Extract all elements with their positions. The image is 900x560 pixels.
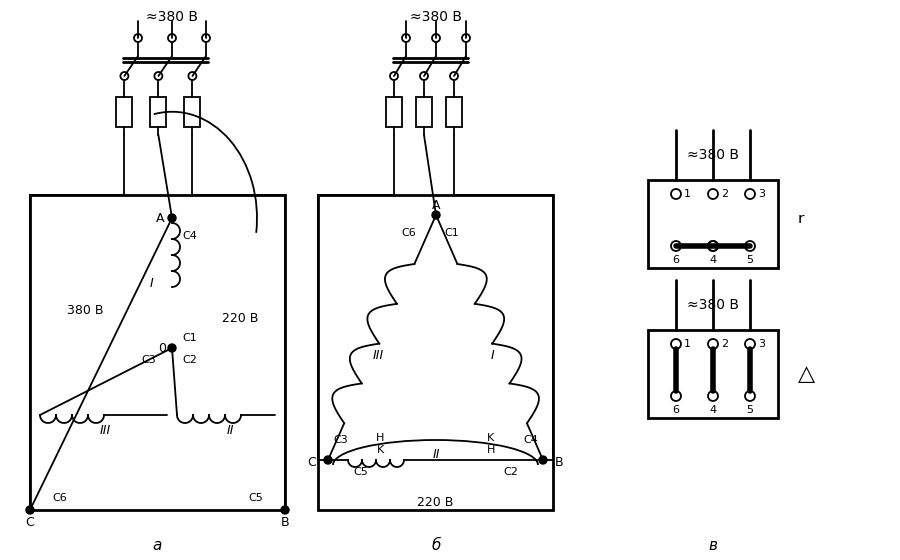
Text: C4: C4 bbox=[523, 435, 538, 445]
Text: ≈380 В: ≈380 В bbox=[146, 10, 198, 24]
Bar bbox=[648, 180, 778, 268]
Text: C3: C3 bbox=[333, 435, 347, 445]
Text: 4: 4 bbox=[709, 405, 716, 415]
Circle shape bbox=[26, 506, 34, 514]
Text: 3: 3 bbox=[758, 189, 765, 199]
Text: C6: C6 bbox=[52, 493, 67, 503]
Text: 0: 0 bbox=[158, 342, 166, 354]
Text: 2: 2 bbox=[721, 339, 728, 349]
Text: 380 В: 380 В bbox=[67, 304, 104, 316]
Bar bbox=[318, 195, 553, 510]
Text: 220 В: 220 В bbox=[418, 496, 454, 508]
Text: I: I bbox=[150, 277, 154, 290]
Text: K: K bbox=[376, 445, 383, 455]
Text: III: III bbox=[373, 348, 383, 362]
Text: C2: C2 bbox=[503, 467, 518, 477]
Circle shape bbox=[432, 211, 440, 219]
Text: 2: 2 bbox=[721, 189, 728, 199]
Text: ʳ: ʳ bbox=[798, 212, 805, 236]
Text: C5: C5 bbox=[248, 493, 263, 503]
Text: C4: C4 bbox=[182, 231, 197, 241]
Bar bbox=[648, 330, 778, 418]
Text: A: A bbox=[432, 198, 440, 212]
Text: C: C bbox=[307, 455, 316, 469]
Text: C1: C1 bbox=[182, 333, 197, 343]
Text: B: B bbox=[555, 455, 563, 469]
Bar bbox=[416, 97, 432, 127]
Text: III: III bbox=[99, 423, 111, 436]
Circle shape bbox=[168, 344, 176, 352]
Circle shape bbox=[168, 214, 176, 222]
Bar bbox=[184, 97, 201, 127]
Bar bbox=[116, 97, 132, 127]
Text: H: H bbox=[376, 433, 384, 443]
Text: 4: 4 bbox=[709, 255, 716, 265]
Bar bbox=[446, 97, 462, 127]
Text: H: H bbox=[487, 445, 495, 455]
Circle shape bbox=[539, 456, 547, 464]
Text: 5: 5 bbox=[746, 255, 753, 265]
Bar bbox=[386, 97, 402, 127]
Text: II: II bbox=[226, 423, 234, 436]
Text: ≈380 В: ≈380 В bbox=[687, 298, 739, 312]
Text: A: A bbox=[156, 212, 164, 225]
Circle shape bbox=[324, 456, 332, 464]
Text: C2: C2 bbox=[182, 355, 197, 365]
Text: 6: 6 bbox=[672, 405, 680, 415]
Text: B: B bbox=[281, 516, 289, 530]
Text: II: II bbox=[432, 449, 440, 461]
Text: 1: 1 bbox=[684, 339, 691, 349]
Bar bbox=[30, 195, 285, 510]
Text: б: б bbox=[431, 538, 441, 553]
Text: 220 В: 220 В bbox=[221, 311, 258, 324]
Text: 1: 1 bbox=[684, 189, 691, 199]
Text: в: в bbox=[708, 538, 717, 553]
Text: ≈380 В: ≈380 В bbox=[687, 148, 739, 162]
Text: ≈380 В: ≈380 В bbox=[410, 10, 462, 24]
Text: △: △ bbox=[798, 364, 815, 384]
Text: C5: C5 bbox=[353, 467, 368, 477]
Bar bbox=[150, 97, 166, 127]
Text: C: C bbox=[25, 516, 34, 530]
Text: C3: C3 bbox=[141, 355, 156, 365]
Text: 6: 6 bbox=[672, 255, 680, 265]
Text: а: а bbox=[152, 538, 162, 553]
Text: C1: C1 bbox=[444, 228, 459, 238]
Text: 3: 3 bbox=[758, 339, 765, 349]
Text: C6: C6 bbox=[401, 228, 416, 238]
Circle shape bbox=[281, 506, 289, 514]
Text: I: I bbox=[491, 348, 495, 362]
Text: 5: 5 bbox=[746, 405, 753, 415]
Text: K: K bbox=[488, 433, 495, 443]
